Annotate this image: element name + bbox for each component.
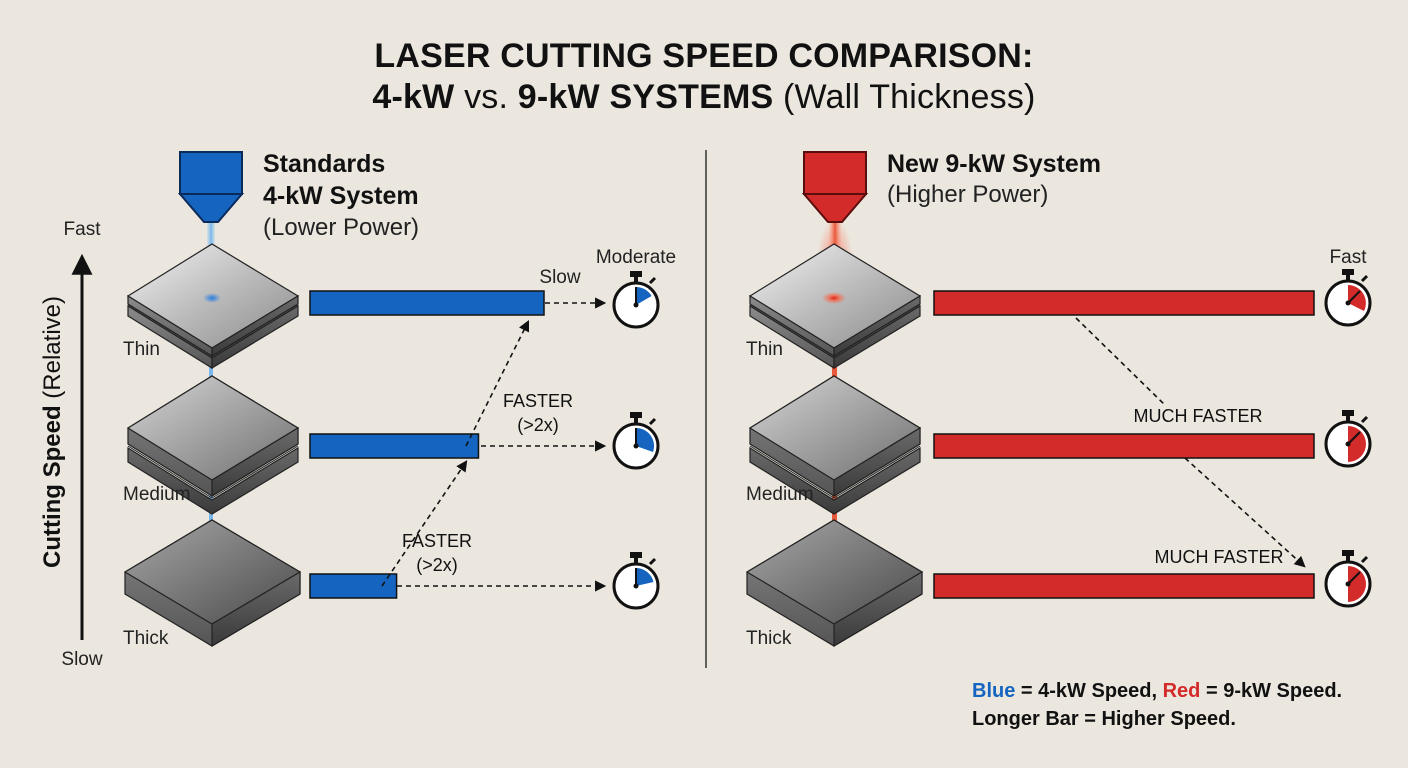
speed-label-moderate: Moderate	[596, 247, 676, 268]
speed-label-fast: Fast	[1330, 247, 1368, 268]
stopwatch-icon	[612, 412, 660, 470]
thin-plate-left	[126, 243, 300, 370]
thickness-label-medium-right: Medium	[746, 484, 814, 505]
left-panel: Thin Medium Thick Standards 4-kW System …	[123, 150, 676, 649]
thickness-label-thin-right: Thin	[746, 339, 783, 360]
red-laser-nozzle-icon	[801, 151, 869, 223]
much-faster-annotation-lower: MUCH FASTER	[1154, 547, 1283, 567]
stopwatch-icon	[1324, 269, 1372, 327]
axis-top-label: Fast	[64, 219, 102, 240]
stopwatch-icon	[1324, 550, 1372, 608]
faster-annotation-lower-sub: (>2x)	[416, 555, 458, 575]
medium-plate-right	[748, 375, 922, 515]
stopwatch-icon	[1324, 410, 1372, 468]
axis-bottom-label: Slow	[61, 649, 102, 670]
faster-annotation-upper: FASTER	[503, 391, 573, 411]
stopwatch-icon	[612, 271, 660, 329]
dashed-guide	[381, 460, 468, 587]
faster-annotation-lower: FASTER	[402, 531, 472, 551]
left-head-line-1: Standards	[263, 150, 385, 178]
blue-laser-nozzle-icon	[177, 151, 245, 223]
speed-label-slow: Slow	[539, 267, 580, 288]
thick-plate-right	[745, 519, 924, 648]
medium-plate-left	[126, 375, 300, 515]
right-sub-label: (Higher Power)	[887, 181, 1048, 208]
right-speed-bars	[933, 290, 1315, 599]
9kw-speed-bar-thick	[933, 573, 1315, 599]
axis-title: Cutting Speed (Relative)	[39, 296, 66, 568]
4kw-speed-bar-thin	[309, 290, 545, 316]
9kw-speed-bar-thin	[933, 290, 1315, 316]
thick-plate-left	[123, 519, 302, 648]
thickness-label-medium-left: Medium	[123, 484, 191, 505]
stopwatch-icon	[612, 552, 660, 610]
dashed-guide	[1075, 317, 1167, 407]
legend-line-1: Blue = 4-kW Speed, Red = 9-kW Speed.	[972, 680, 1342, 702]
right-panel: Thin Medium Thick New 9-kW System (Highe…	[745, 150, 1372, 730]
title-line-2: 4-kW vs. 9-kW SYSTEMS (Wall Thickness)	[372, 78, 1035, 116]
thickness-label-thick-left: Thick	[123, 628, 169, 649]
much-faster-annotation-upper: MUCH FASTER	[1133, 406, 1262, 426]
left-speed-bars	[309, 290, 545, 599]
right-head-line-1: New 9-kW System	[887, 150, 1101, 178]
thickness-label-thick-right: Thick	[746, 628, 792, 649]
faster-annotation-upper-sub: (>2x)	[517, 415, 559, 435]
4kw-speed-bar-thick	[309, 573, 398, 599]
left-sub-label: (Lower Power)	[263, 214, 419, 241]
thin-plate-right	[748, 243, 922, 370]
speed-axis: Fast Slow Cutting Speed (Relative)	[39, 219, 103, 670]
9kw-speed-bar-medium	[933, 433, 1315, 459]
title-line-1: LASER CUTTING SPEED COMPARISON:	[374, 37, 1033, 75]
legend-line-2: Longer Bar = Higher Speed.	[972, 708, 1236, 730]
left-head-line-2: 4-kW System	[263, 182, 419, 210]
4kw-speed-bar-medium	[309, 433, 480, 459]
thickness-label-thin-left: Thin	[123, 339, 160, 360]
